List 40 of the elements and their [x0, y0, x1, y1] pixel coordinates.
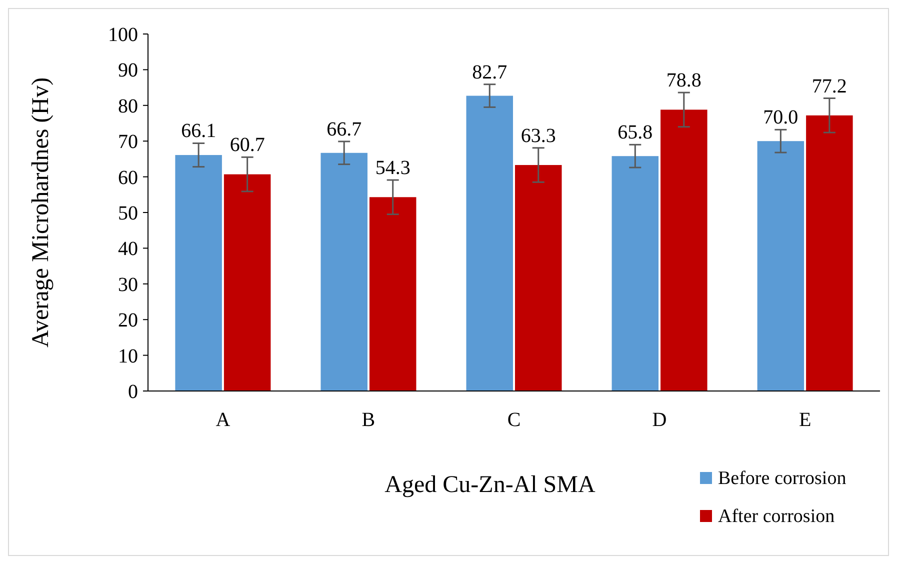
bar	[757, 141, 804, 391]
x-tick-label: E	[798, 409, 812, 431]
y-tick-label: 10	[118, 345, 138, 368]
bar	[515, 165, 562, 391]
bar	[660, 110, 708, 391]
y-tick-label: 0	[128, 381, 138, 403]
y-tick-label: 60	[118, 166, 138, 189]
x-axis-title: Aged Cu-Zn-Al SMA	[384, 472, 596, 498]
x-tick-label: D	[652, 409, 667, 431]
data-label: 63.3	[520, 124, 556, 147]
data-label: 65.8	[618, 122, 653, 144]
y-tick-label: 40	[118, 238, 138, 260]
bar	[612, 156, 659, 391]
data-label: 78.8	[666, 70, 702, 92]
y-tick-label: 100	[108, 24, 138, 46]
bar	[806, 115, 853, 391]
bar	[369, 197, 416, 391]
data-label: 70.0	[763, 106, 798, 129]
legend-label: Before corrosion	[718, 468, 847, 489]
y-tick-label: 90	[118, 60, 138, 82]
y-axis-title: Average Microhardnes (Hv)	[28, 77, 54, 348]
data-label: 66.7	[326, 118, 362, 140]
bar	[320, 152, 368, 391]
y-tick-label: 30	[118, 274, 138, 296]
y-tick-label: 80	[118, 95, 138, 118]
legend-label: After corrosion	[718, 506, 836, 527]
data-label: 66.1	[181, 120, 216, 142]
bar	[466, 96, 513, 391]
x-tick-label: C	[507, 409, 521, 431]
data-label: 54.3	[375, 157, 410, 180]
bar	[175, 155, 222, 391]
data-label: 60.7	[230, 134, 265, 156]
y-tick-label: 50	[118, 202, 138, 224]
y-tick-label: 20	[118, 310, 138, 332]
bar	[224, 174, 271, 391]
x-tick-label: A	[216, 409, 231, 431]
y-tick-label: 70	[118, 131, 138, 154]
data-label: 77.2	[812, 75, 847, 98]
data-label: 82.7	[472, 61, 508, 84]
x-tick-label: B	[362, 409, 376, 431]
